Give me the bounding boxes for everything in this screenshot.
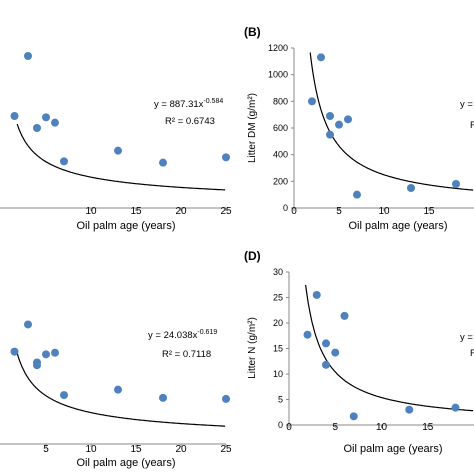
data-point	[159, 393, 167, 402]
x-tick-label: 5	[43, 444, 49, 455]
data-point	[114, 385, 122, 394]
fit-r-squared: R² = 0.6743	[165, 116, 215, 127]
x-tick-label: 10	[376, 422, 388, 433]
y-axis-label: Litter N (g/m²)	[247, 317, 258, 379]
fit-r-squared: R	[470, 120, 474, 131]
data-point	[114, 146, 122, 155]
data-point	[340, 311, 349, 320]
data-point	[312, 290, 321, 299]
x-tick-label: 5	[336, 206, 342, 217]
x-tick-label: 20	[175, 206, 187, 217]
y-tick-label: 1200	[268, 43, 288, 53]
data-point	[42, 350, 50, 359]
data-point	[10, 347, 19, 356]
y-tick-label: 20	[273, 318, 283, 328]
data-point	[10, 112, 19, 120]
x-tick-label: 0	[291, 206, 297, 217]
panel-label: (D)	[244, 249, 261, 263]
x-tick-label: 10	[85, 206, 97, 217]
data-point	[51, 118, 59, 127]
y-tick-label: 800	[273, 96, 288, 106]
fit-curve	[309, 52, 474, 191]
y-tick-label: 30	[273, 267, 283, 277]
x-tick-label: 15	[130, 444, 142, 455]
data-point	[322, 360, 330, 369]
data-point	[33, 361, 41, 370]
x-tick-label: 15	[130, 206, 142, 217]
fit-equation: y =	[460, 99, 473, 110]
data-point	[326, 130, 334, 139]
data-point	[317, 53, 325, 62]
data-point	[335, 120, 343, 129]
data-point	[353, 190, 361, 199]
y-tick-label: 10	[273, 369, 283, 379]
data-point	[303, 330, 312, 339]
x-tick-label: 0	[286, 422, 292, 433]
data-point	[349, 412, 358, 421]
data-point	[222, 153, 230, 162]
fit-curve	[16, 353, 226, 427]
data-point	[42, 113, 50, 122]
x-axis-label: Oil palm age (years)	[348, 220, 447, 232]
x-tick-label: 25	[220, 206, 232, 217]
data-point	[331, 348, 340, 357]
data-point	[24, 320, 32, 329]
data-point	[451, 403, 460, 412]
data-point	[60, 391, 68, 400]
panel-c: 5 10 15 20 25 Oil palm age (years) y = 24.038x…	[0, 320, 232, 469]
y-tick-label: 1000	[268, 70, 288, 80]
data-point	[452, 180, 460, 188]
y-tick-label: 200	[273, 176, 288, 186]
data-point	[322, 339, 330, 348]
data-point	[407, 184, 415, 192]
y-tick-label: 0	[283, 203, 288, 213]
x-tick-label: 5	[332, 422, 338, 433]
data-point	[33, 124, 41, 132]
data-point	[405, 405, 414, 414]
x-axis-label: Oil palm age (years)	[76, 220, 175, 232]
panel-a: 10 15 20 25 Oil palm age (years) y = 887.31x-…	[0, 52, 232, 232]
x-tick-label: 15	[422, 422, 434, 433]
x-axis-label: Oil palm age (years)	[343, 443, 442, 455]
fit-r-squared: R	[470, 348, 474, 359]
y-tick-label: 25	[273, 293, 283, 303]
x-tick-label: 20	[175, 444, 187, 455]
data-point	[344, 115, 352, 124]
y-tick-label: 600	[273, 123, 288, 133]
data-point	[159, 158, 167, 167]
panel-b: 0 200 400 600 800 1000 1200 0 5 10 15 Oil palm age …	[244, 25, 474, 232]
y-tick-label: 0	[278, 420, 283, 430]
panel-label: (B)	[244, 25, 261, 39]
fit-r-squared: R² = 0.7118	[162, 349, 211, 360]
fit-curve	[305, 284, 474, 412]
data-point	[24, 52, 32, 60]
fit-equation: y = 24.038x-0.619	[148, 329, 217, 341]
fit-equation: y = 887.31x-0.584	[154, 98, 223, 110]
y-axis-label: Litter DM (g/m²)	[247, 93, 258, 163]
data-point	[326, 112, 334, 120]
data-point	[308, 97, 316, 106]
data-point	[222, 394, 230, 403]
y-tick-label: 5	[278, 395, 283, 405]
fit-equation: y =	[460, 332, 473, 343]
x-tick-label: 10	[378, 206, 390, 217]
fit-curve	[16, 123, 226, 191]
x-tick-label: 25	[220, 444, 232, 455]
y-tick-label: 400	[273, 150, 288, 160]
x-axis-label: Oil palm age (years)	[76, 457, 175, 469]
data-point	[51, 348, 59, 357]
x-tick-label: 15	[423, 206, 435, 217]
panel-d: 0 5 10 15 20 25 30 0 5 10 15 Oil palm age (years) Li…	[244, 249, 474, 455]
data-point	[60, 157, 68, 166]
x-tick-label: 10	[85, 444, 97, 455]
y-tick-label: 15	[273, 344, 283, 354]
